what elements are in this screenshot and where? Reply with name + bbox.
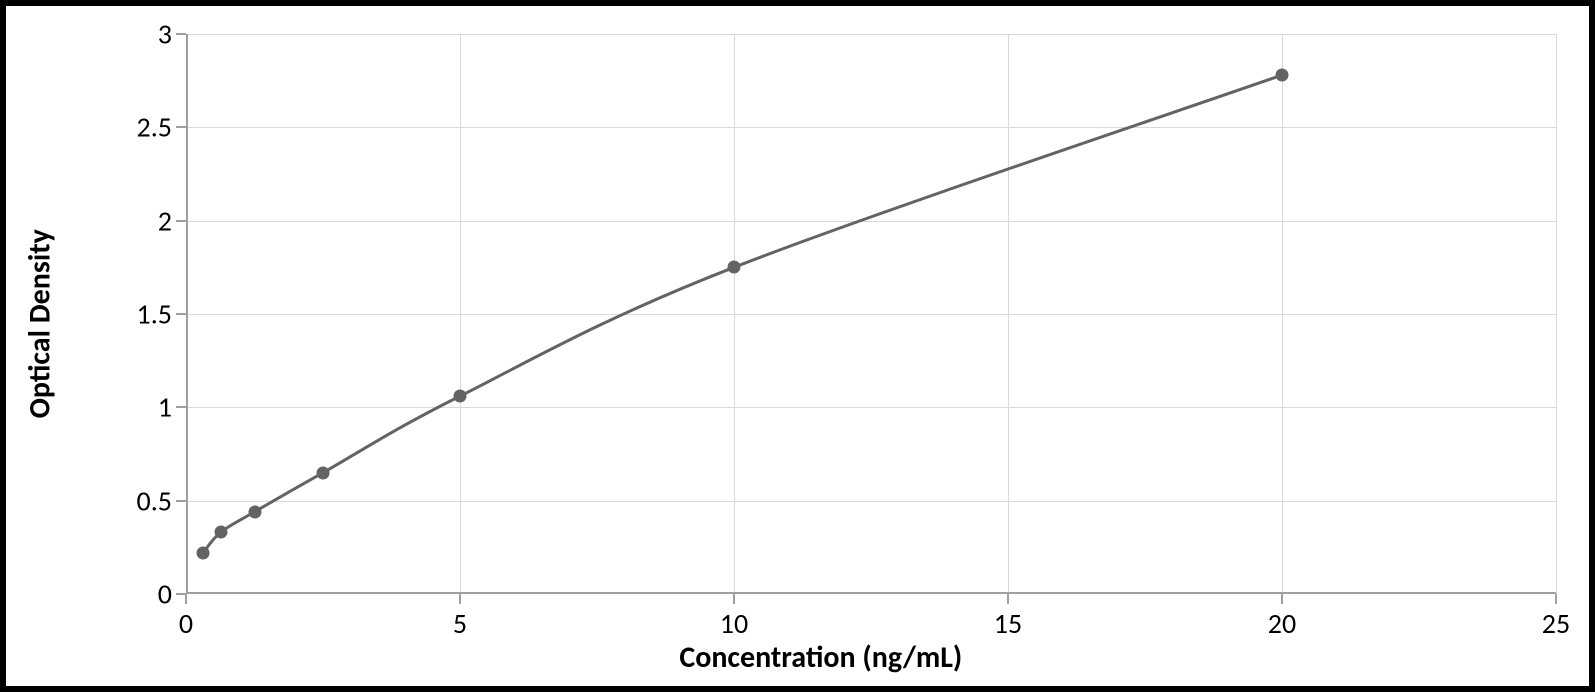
x-tick-label: 25 xyxy=(1542,606,1570,641)
y-tick xyxy=(176,500,186,502)
y-tick xyxy=(176,593,186,595)
data-point-marker xyxy=(317,466,330,479)
x-tick xyxy=(1555,594,1557,604)
y-tick-label: 2 xyxy=(158,203,172,238)
y-tick-label: 3 xyxy=(158,17,172,52)
data-point-marker xyxy=(1276,69,1289,82)
data-point-marker xyxy=(196,546,209,559)
x-tick-label: 5 xyxy=(453,606,467,641)
gridline-vertical xyxy=(1556,34,1557,594)
x-tick-label: 20 xyxy=(1268,606,1296,641)
x-tick-label: 10 xyxy=(720,606,748,641)
y-tick xyxy=(176,33,186,35)
y-tick xyxy=(176,220,186,222)
x-tick-label: 15 xyxy=(994,606,1022,641)
x-tick xyxy=(459,594,461,604)
series-line xyxy=(203,75,1282,553)
x-tick xyxy=(185,594,187,604)
y-tick-label: 0 xyxy=(158,577,172,612)
chart-canvas: Optical Density Concentration (ng/mL) 05… xyxy=(16,16,1569,676)
data-point-marker xyxy=(214,526,227,539)
y-tick-label: 1.5 xyxy=(137,297,172,332)
plot-area: 051015202500.511.522.53 xyxy=(186,34,1556,594)
x-tick xyxy=(1281,594,1283,604)
x-tick-label: 0 xyxy=(179,606,193,641)
data-point-marker xyxy=(454,390,467,403)
y-tick-label: 1 xyxy=(158,390,172,425)
x-tick xyxy=(1007,594,1009,604)
y-tick xyxy=(176,406,186,408)
y-axis-label: Optical Density xyxy=(21,229,58,418)
series-line-svg xyxy=(186,34,1556,594)
x-axis-label: Concentration (ng/mL) xyxy=(679,639,962,676)
y-tick xyxy=(176,313,186,315)
y-tick-label: 2.5 xyxy=(137,110,172,145)
x-tick xyxy=(733,594,735,604)
data-point-marker xyxy=(248,505,261,518)
y-tick xyxy=(176,126,186,128)
chart-frame: Optical Density Concentration (ng/mL) 05… xyxy=(0,0,1595,692)
y-tick-label: 0.5 xyxy=(137,483,172,518)
data-point-marker xyxy=(728,261,741,274)
